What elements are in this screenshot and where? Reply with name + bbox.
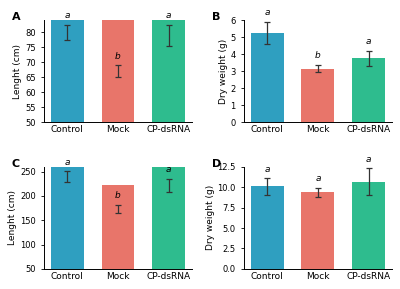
Text: a: a — [315, 174, 321, 183]
Y-axis label: Dry weight (g): Dry weight (g) — [219, 39, 228, 104]
Bar — [152, 161, 185, 269]
Bar — [102, 209, 134, 269]
Y-axis label: Lenght (cm): Lenght (cm) — [14, 44, 22, 99]
Bar — [152, 35, 185, 122]
Bar — [152, 185, 185, 269]
Text: b: b — [115, 52, 121, 61]
Bar — [251, 186, 284, 269]
Text: C: C — [12, 159, 20, 169]
Bar — [102, 71, 134, 122]
Text: B: B — [212, 12, 220, 22]
Text: a: a — [65, 11, 70, 20]
Text: a: a — [166, 11, 171, 20]
Text: a: a — [65, 158, 70, 166]
Text: a: a — [264, 165, 270, 174]
Text: a: a — [366, 37, 371, 46]
Text: a: a — [366, 155, 371, 164]
Bar — [51, 177, 84, 269]
Bar — [102, 0, 134, 122]
Bar — [51, 152, 84, 269]
Y-axis label: Lenght (cm): Lenght (cm) — [8, 190, 17, 245]
Bar — [102, 185, 134, 269]
Bar — [51, 32, 84, 122]
Bar — [352, 181, 385, 269]
Bar — [352, 58, 385, 122]
Text: a: a — [166, 165, 171, 174]
Text: b: b — [115, 191, 121, 200]
Text: a: a — [264, 8, 270, 17]
Text: A: A — [12, 12, 20, 22]
Text: D: D — [212, 159, 221, 169]
Bar — [302, 192, 334, 269]
Bar — [51, 0, 84, 122]
Bar — [302, 69, 334, 122]
Y-axis label: Dry weight (g): Dry weight (g) — [206, 185, 215, 251]
Bar — [251, 33, 284, 122]
Bar — [152, 0, 185, 122]
Text: b: b — [315, 51, 321, 60]
